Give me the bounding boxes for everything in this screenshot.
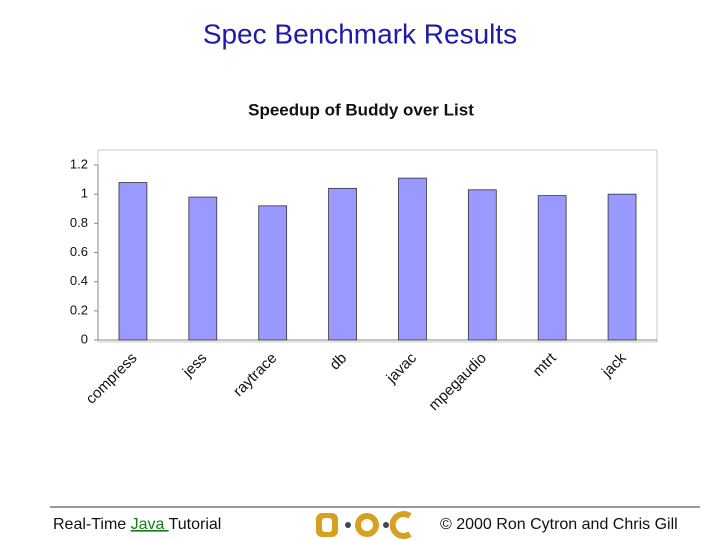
logo <box>316 511 412 539</box>
x-tick-label: db <box>326 350 350 374</box>
footer-left: Real-Time Java Tutorial <box>53 516 221 533</box>
x-tick-label: raytrace <box>230 350 280 400</box>
x-tick-label: compress <box>83 350 141 408</box>
y-tick-label: 1.2 <box>70 156 88 171</box>
y-tick-label: 0.6 <box>70 244 88 259</box>
slide-title: Spec Benchmark Results <box>203 18 517 49</box>
footer-text: Tutorial <box>169 516 222 533</box>
x-tick-label: javac <box>383 349 421 387</box>
footer-text: Real-Time <box>53 516 131 533</box>
copyright: © 2000 Ron Cytron and Chris Gill <box>440 516 678 533</box>
y-tick-label: 0.8 <box>70 215 88 230</box>
y-tick-label: 1 <box>81 186 88 201</box>
chart-title: Speedup of Buddy over List <box>248 100 474 119</box>
bar <box>467 189 497 341</box>
x-tick-label: jess <box>179 350 211 382</box>
bar <box>607 193 637 341</box>
x-tick-label: jack <box>598 349 630 381</box>
bar <box>537 195 567 341</box>
x-tick-label: mpegaudio <box>425 350 490 415</box>
bar <box>328 187 357 341</box>
y-tick-label: 0.2 <box>70 302 88 317</box>
y-tick-label: 0 <box>81 331 88 346</box>
bar <box>398 177 427 341</box>
bar <box>188 196 218 341</box>
plot-frame <box>97 149 658 343</box>
x-tick-label: mtrt <box>530 349 561 380</box>
bar <box>118 182 148 341</box>
y-tick-label: 0.4 <box>70 273 88 288</box>
bar <box>258 205 288 341</box>
footer-link[interactable]: Java <box>131 516 169 533</box>
